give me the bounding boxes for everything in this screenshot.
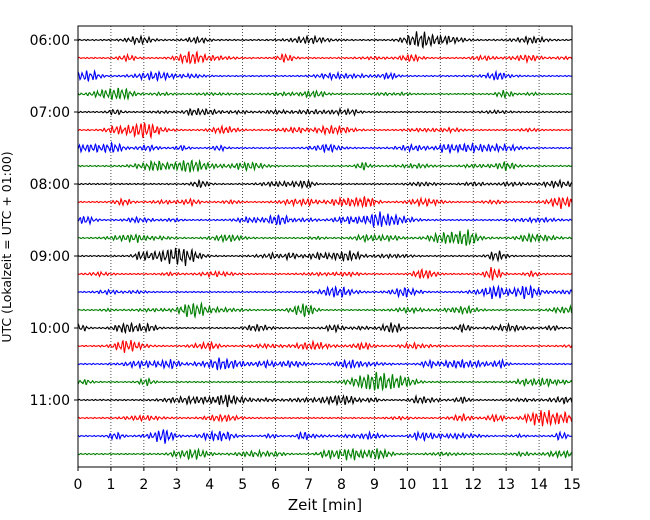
- trace-1015: [77, 339, 573, 353]
- trace-0915: [77, 267, 573, 281]
- y-tick-label: 06:00: [30, 33, 70, 49]
- x-tick-label: 15: [563, 477, 581, 493]
- trace-0945: [77, 301, 573, 319]
- y-tick-label: 10:00: [30, 321, 70, 337]
- x-tick-label: 11: [431, 477, 449, 493]
- trace-1130: [77, 429, 573, 444]
- y-axis-label: UTC (Lokalzeit = UTC + 01:00): [0, 151, 14, 342]
- y-tick-label: 11:00: [30, 393, 70, 409]
- x-tick-label: 3: [172, 477, 181, 493]
- trace-1030: [77, 357, 573, 371]
- seismic-traces: [77, 31, 573, 461]
- x-tick-label: 4: [205, 477, 214, 493]
- x-axis-ticks: 0 1 2 3 4 5 6 7 8 9 10 11 12 13 14 15: [74, 467, 581, 493]
- x-axis-label: Zeit [min]: [288, 496, 362, 514]
- trace-1000: [77, 321, 573, 335]
- trace-0930: [77, 284, 573, 300]
- x-tick-label: 0: [74, 477, 83, 493]
- trace-0615: [77, 50, 573, 65]
- trace-0730: [77, 140, 573, 155]
- trace-0745: [77, 158, 573, 173]
- trace-0830: [77, 211, 573, 229]
- trace-1045: [77, 371, 573, 392]
- y-axis-ticks: 06:00 07:00 08:00 09:00 10:00 11:00: [30, 33, 78, 409]
- x-tick-label: 8: [337, 477, 346, 493]
- x-tick-label: 10: [398, 477, 416, 493]
- x-tick-label: 7: [304, 477, 313, 493]
- x-tick-label: 6: [271, 477, 280, 493]
- x-tick-label: 13: [497, 477, 515, 493]
- x-tick-label: 1: [106, 477, 115, 493]
- trace-0800: [77, 178, 573, 190]
- trace-0900: [77, 247, 573, 267]
- trace-1115: [77, 409, 573, 427]
- y-tick-label: 09:00: [30, 249, 70, 265]
- x-tick-label: 5: [238, 477, 247, 493]
- trace-0645: [77, 87, 573, 102]
- plot-frame: [77, 25, 573, 468]
- trace-0600: [77, 31, 573, 50]
- trace-0815: [77, 195, 573, 209]
- trace-0700: [77, 106, 573, 117]
- trace-0845: [77, 229, 573, 246]
- x-tick-label: 12: [464, 477, 482, 493]
- trace-0630: [77, 69, 573, 83]
- x-tick-label: 14: [530, 477, 548, 493]
- x-tick-label: 9: [370, 477, 379, 493]
- trace-1100: [77, 394, 573, 408]
- x-tick-label: 2: [139, 477, 148, 493]
- y-tick-label: 08:00: [30, 177, 70, 193]
- y-tick-label: 07:00: [30, 105, 70, 121]
- trace-0715: [77, 122, 573, 140]
- trace-1145: [77, 447, 573, 461]
